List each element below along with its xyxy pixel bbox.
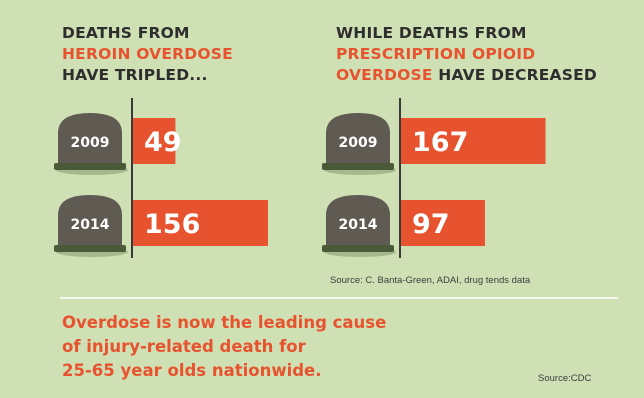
year-label: 2009 [71, 135, 110, 151]
tombstone-icon [326, 113, 390, 167]
heroin-heading-highlight: HEROIN OVERDOSE [62, 45, 233, 63]
heroin-heading-line1: DEATHS FROM [62, 24, 190, 42]
divider [60, 297, 618, 299]
opioid-heading-line1: WHILE DEATHS FROM [336, 24, 527, 42]
grass-icon [322, 245, 394, 252]
tombstone-icon [58, 195, 122, 249]
bar [401, 118, 546, 164]
conclusion-text: Overdose is now the leading cause of inj… [62, 311, 502, 383]
value-label: 156 [144, 209, 200, 240]
grass-icon [54, 245, 126, 252]
bar [133, 200, 268, 246]
opioid-heading: WHILE DEATHS FROM PRESCRIPTION OPIOID OV… [336, 23, 597, 86]
grass-icon [322, 163, 394, 170]
opioid-heading-highlight: PRESCRIPTION OPIOID [336, 45, 536, 63]
opioid-heading-line3: HAVE DECREASED [432, 66, 597, 84]
tombstone-icon [326, 195, 390, 249]
source-cdc: Source:CDC [538, 373, 592, 384]
bar [401, 200, 485, 246]
value-label: 167 [412, 127, 468, 158]
source-note: Source: C. Banta-Green, ADAI, drug tends… [330, 275, 531, 286]
year-label: 2014 [339, 217, 378, 233]
bar-charts: 2009 49 2014 156 2009 167 2014 97 [54, 98, 546, 258]
conclusion-line1: Overdose is now the leading cause [62, 313, 387, 332]
grass-icon [54, 163, 126, 170]
heroin-heading: DEATHS FROM HEROIN OVERDOSE HAVE TRIPLED… [62, 23, 233, 86]
bar [133, 118, 176, 164]
year-label: 2014 [71, 217, 110, 233]
conclusion-line3: 25-65 year olds nationwide. [62, 361, 322, 380]
heroin-heading-line3: HAVE TRIPLED... [62, 66, 208, 84]
value-label: 49 [144, 127, 182, 158]
opioid-heading-highlight-2: OVERDOSE [336, 66, 433, 84]
conclusion-line2: of injury-related death for [62, 337, 306, 356]
value-label: 97 [412, 209, 450, 240]
year-label: 2009 [339, 135, 378, 151]
tombstone-icon [58, 113, 122, 167]
